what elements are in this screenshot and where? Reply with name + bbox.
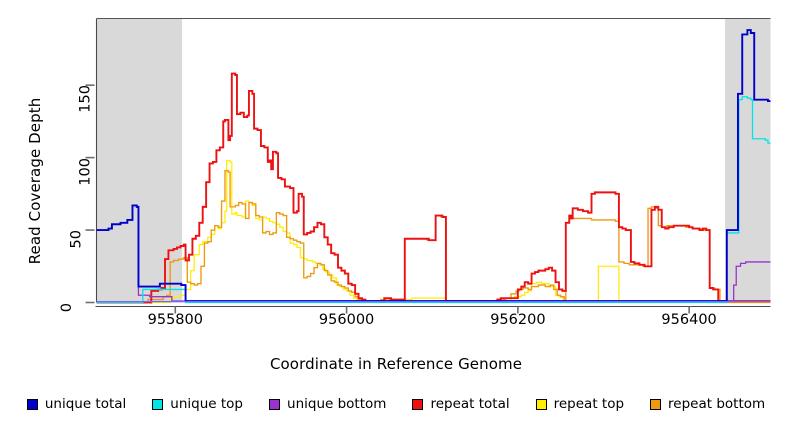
x-tick-label: 956000 (318, 312, 375, 328)
x-axis-label: Coordinate in Reference Genome (269, 355, 523, 373)
series-line-unique-total (96, 29, 771, 302)
y-axis-label: Read Coverage Depth (26, 97, 44, 265)
legend-label: repeat top (553, 396, 625, 412)
legend-label: unique top (170, 396, 244, 412)
legend-item[interactable]: unique bottom (269, 396, 386, 412)
legend-swatch-icon (650, 398, 662, 410)
series-line-unique-bottom (96, 204, 771, 302)
series-line-repeat-total (96, 72, 771, 304)
y-tick-label: 100 (77, 157, 94, 186)
legend-item[interactable]: repeat bottom (650, 396, 765, 412)
legend-swatch-icon (412, 398, 424, 410)
y-tick-label: 150 (77, 85, 94, 113)
x-tick-label: 955800 (147, 312, 203, 328)
x-tick-label: 956200 (490, 312, 546, 328)
legend-label: repeat bottom (668, 396, 766, 412)
legend-swatch-icon (269, 398, 281, 410)
chart-legend: unique total unique top unique bottom repea… (0, 396, 792, 412)
right-flank-shading (725, 18, 771, 303)
series-line-unique-top (96, 96, 771, 304)
legend-item[interactable]: unique total (26, 396, 127, 412)
legend-label: unique bottom (287, 396, 387, 412)
x-tick-label: 956400 (661, 312, 717, 328)
legend-swatch-icon (152, 398, 164, 410)
legend-swatch-icon (26, 398, 38, 410)
legend-swatch-icon (535, 398, 547, 410)
series-line-repeat-top (96, 159, 771, 304)
series-group (96, 29, 771, 304)
legend-item[interactable]: repeat top (535, 396, 625, 412)
y-tick-label: 50 (68, 230, 85, 249)
y-tick-label: 0 (59, 302, 76, 312)
legend-label: repeat total (430, 396, 510, 412)
legend-item[interactable]: unique top (152, 396, 243, 412)
series-line-repeat-bottom (96, 169, 771, 304)
legend-item[interactable]: repeat total (412, 396, 510, 412)
legend-label: unique total (44, 396, 127, 412)
